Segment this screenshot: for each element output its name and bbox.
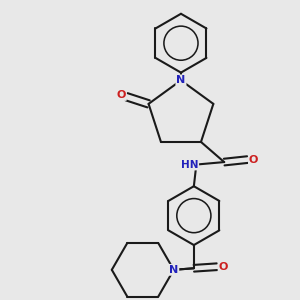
Text: N: N — [176, 75, 186, 85]
Text: HN: HN — [181, 160, 198, 170]
Text: N: N — [169, 265, 178, 275]
Text: O: O — [219, 262, 228, 272]
Text: O: O — [116, 90, 126, 100]
Text: O: O — [249, 154, 258, 165]
